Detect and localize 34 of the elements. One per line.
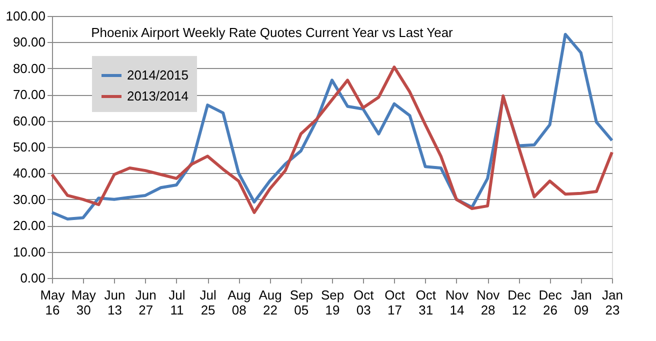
y-tick-label: 10.00	[12, 244, 46, 260]
x-tick-label: Dec 26	[538, 288, 562, 318]
x-tick-label: Jun 27	[135, 288, 156, 318]
x-tick-label: Nov 28	[476, 288, 500, 318]
x-tick-label: Aug 08	[228, 288, 251, 318]
x-tick-label: Oct 31	[416, 288, 436, 318]
x-tick-label: Jun 13	[104, 288, 126, 318]
x-tick-label: Jul 11	[168, 288, 186, 318]
y-tick-label: 100.00	[6, 8, 46, 24]
y-tick-label: 70.00	[12, 87, 46, 102]
x-tick-label: May 30	[71, 288, 96, 318]
y-tick-label: 80.00	[12, 60, 46, 76]
x-tick-label: Sep 05	[290, 288, 313, 318]
legend-label: 2013/2014	[127, 88, 188, 104]
x-tick-label: Sep 19	[320, 288, 344, 318]
x-tick-label: Jul 25	[200, 288, 216, 318]
y-tick-label: 0.00	[20, 270, 46, 286]
line-series	[50, 66, 614, 214]
y-tick-label: 90.00	[12, 34, 46, 50]
legend-label: 2014/2015	[127, 68, 188, 82]
x-tick-label: Aug 22	[258, 288, 282, 318]
x-tick-label: Jan 23	[602, 288, 623, 318]
x-tick-label: Nov 14	[445, 288, 469, 318]
y-tick-label: 20.00	[12, 218, 46, 234]
text: Phoenix Airport Weekly Rate Quotes Current Year vs Last Year	[91, 25, 454, 40]
x-tick-label: Oct 17	[384, 288, 406, 318]
x-tick-label: Jan 09	[570, 288, 592, 318]
y-tick-label: 60.00	[12, 113, 46, 128]
x-tick-label: Oct 03	[353, 288, 374, 318]
y-tick-label: 40.00	[12, 166, 46, 181]
x-tick-label: May 16	[40, 288, 66, 318]
y-tick-label: 50.00	[12, 140, 46, 154]
x-tick-label: Dec 12	[508, 288, 532, 318]
y-tick-label: 30.00	[12, 192, 46, 207]
